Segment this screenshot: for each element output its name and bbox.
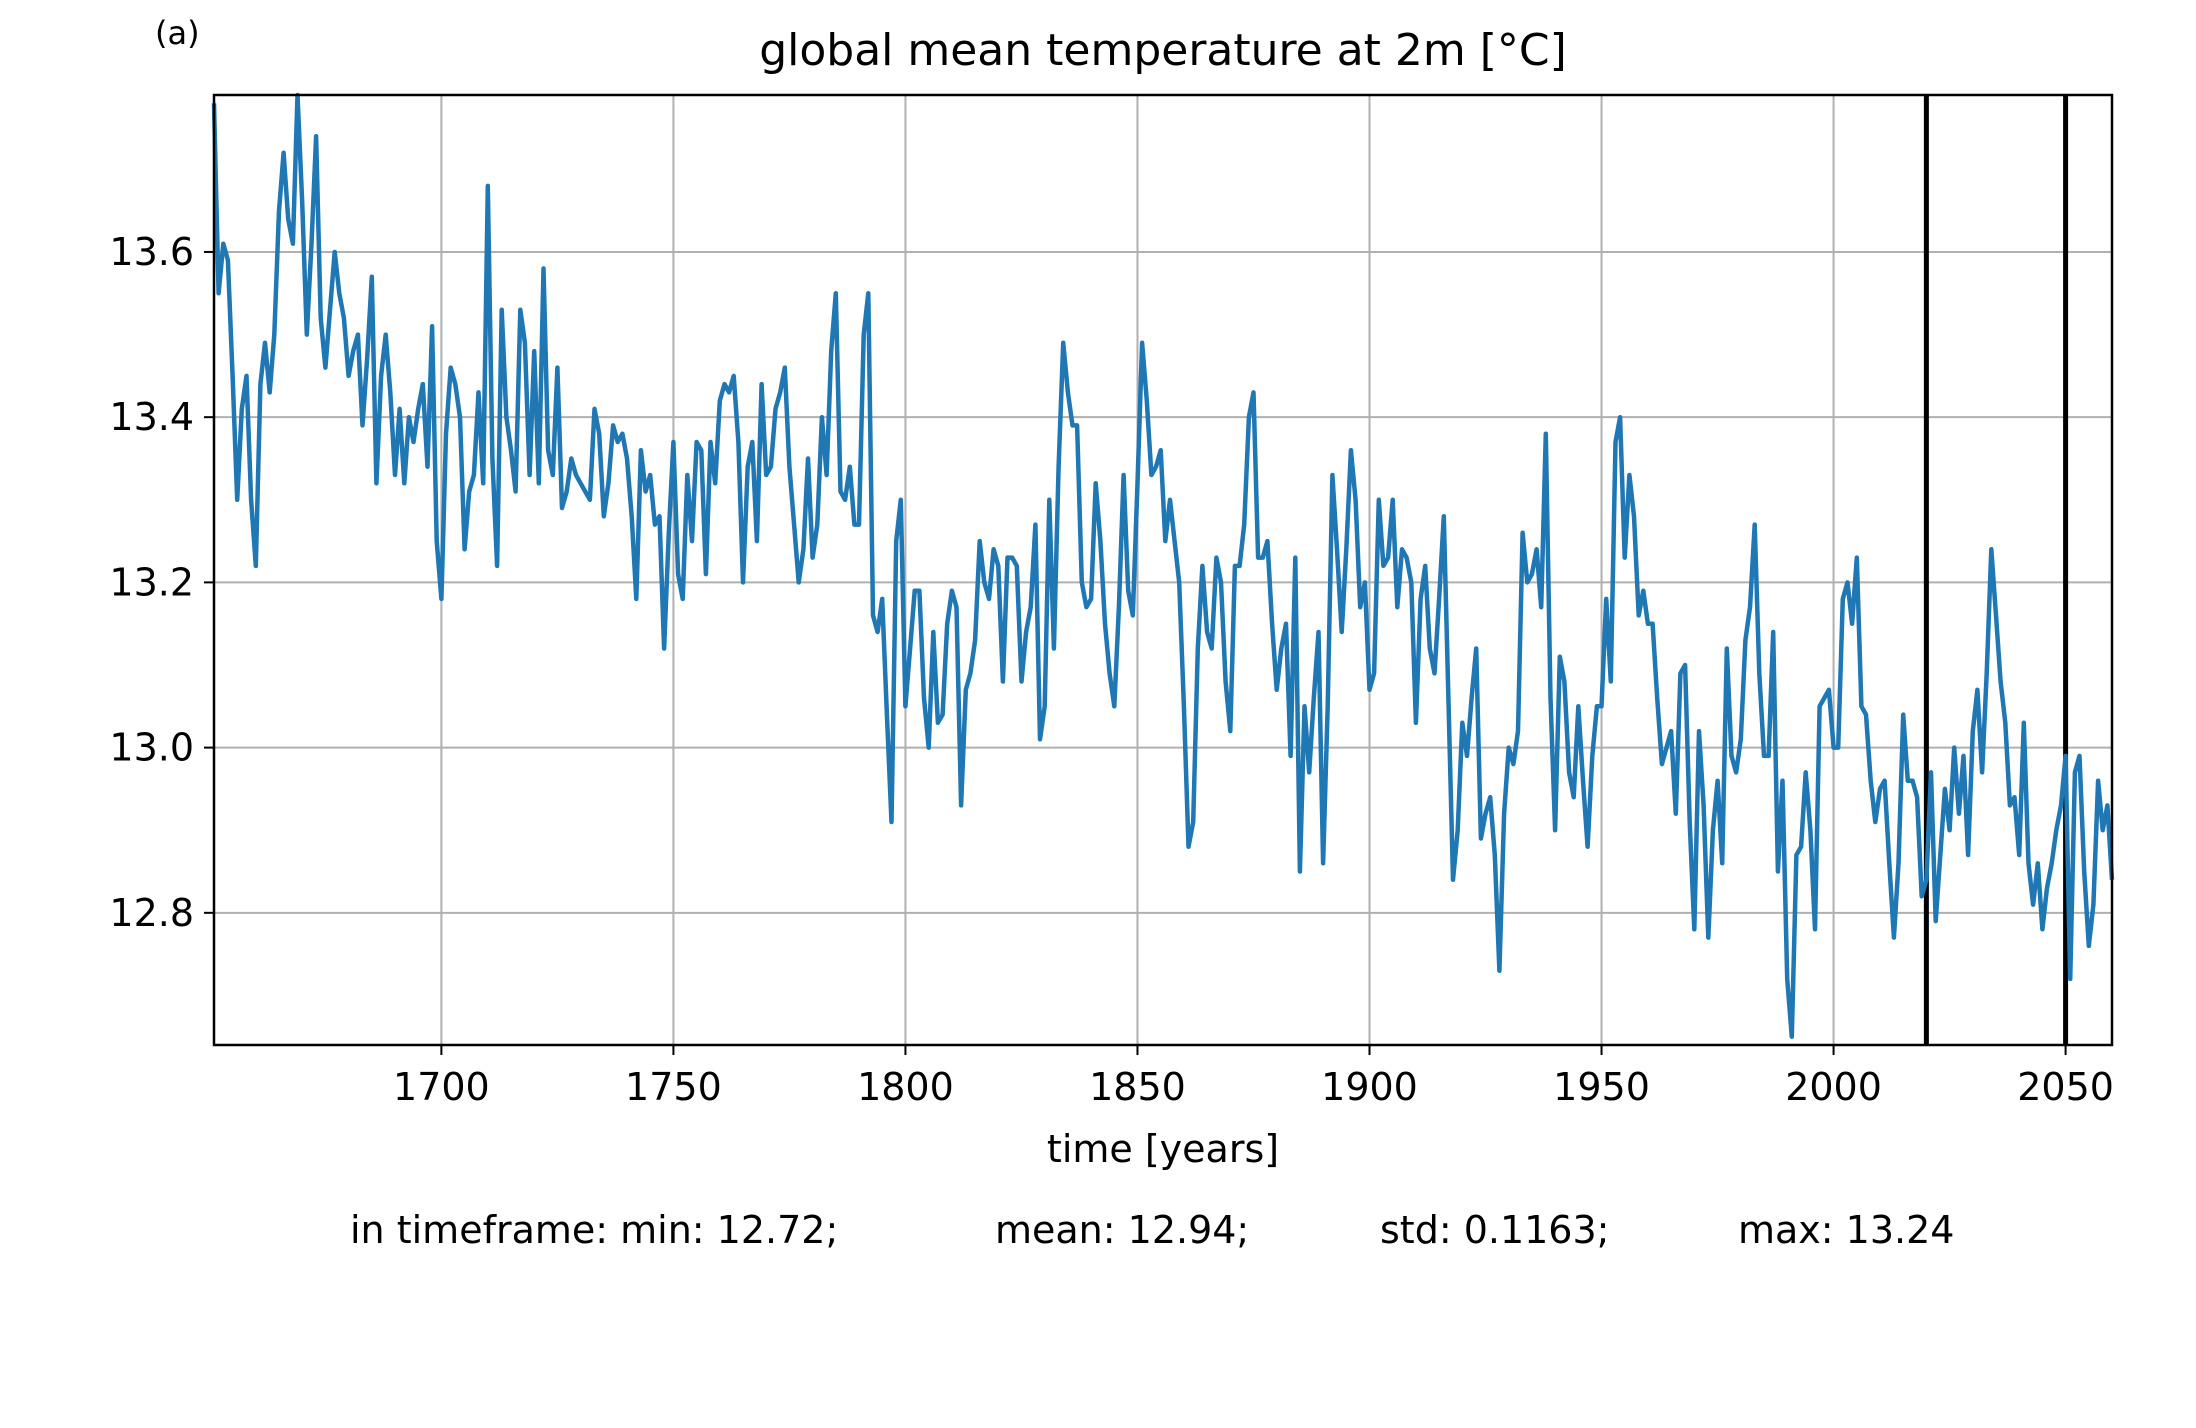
x-tick-label: 1800 — [857, 1065, 954, 1109]
x-tick-label: 1750 — [625, 1065, 722, 1109]
stat-min: in timeframe: min: 12.72; — [350, 1208, 839, 1252]
y-tick-label: 13.6 — [109, 230, 194, 274]
panel-label: (a) — [155, 14, 200, 52]
y-tick-label: 13.4 — [109, 395, 194, 439]
y-tick-label: 13.2 — [109, 560, 194, 604]
chart: 1700 1750 1800 1850 1900 1950 2000 2050 12.8 13.… — [109, 25, 2115, 1171]
stats-line: in timeframe: min: 12.72; mean: 12.94; s… — [0, 1208, 2196, 1428]
x-tick-label: 1700 — [393, 1065, 490, 1109]
stat-std: std: 0.1163; — [1380, 1208, 1610, 1252]
y-tick-label: 13.0 — [109, 726, 194, 770]
x-tick-label: 1950 — [1553, 1065, 1650, 1109]
grid — [214, 95, 2112, 1045]
x-axis-label: time [years] — [1047, 1127, 1279, 1171]
series-line — [211, 92, 2115, 1039]
x-tick-label: 2050 — [2017, 1065, 2114, 1109]
stat-mean: mean: 12.94; — [995, 1208, 1250, 1252]
chart-title: global mean temperature at 2m [°C] — [759, 25, 1567, 76]
x-tick-label: 1900 — [1321, 1065, 1418, 1109]
y-tick-label: 12.8 — [109, 891, 194, 935]
plot-frame — [212, 93, 2114, 1047]
x-tick-label: 2000 — [1785, 1065, 1882, 1109]
y-axis-ticks: 12.8 13.0 13.2 13.4 13.6 — [109, 230, 214, 935]
stat-max: max: 13.24 — [1738, 1208, 1955, 1252]
x-axis-ticks: 1700 1750 1800 1850 1900 1950 2000 2050 — [393, 1045, 2114, 1109]
x-tick-label: 1850 — [1089, 1065, 1186, 1109]
